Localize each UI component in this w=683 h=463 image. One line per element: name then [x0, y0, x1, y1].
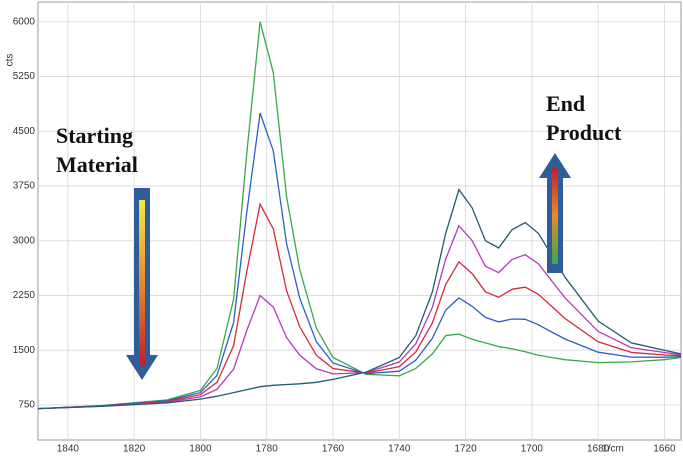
spectrum-line [38, 224, 681, 410]
down-arrow [126, 188, 158, 380]
y-tick-label: 6000 [13, 16, 36, 27]
x-tick-label: 1760 [322, 444, 345, 455]
spectrum-line [38, 112, 681, 410]
y-tick-label: 3000 [13, 235, 36, 246]
x-tick-label: 1800 [189, 444, 212, 455]
y-tick-label: 4500 [13, 126, 36, 137]
y-tick-label: 2250 [13, 290, 36, 301]
y-tick-label: 750 [18, 400, 35, 411]
x-tick-label: 1780 [256, 444, 279, 455]
annotation: End [546, 91, 585, 116]
x-tick-label: 1820 [123, 444, 146, 455]
x-tick-label: 1840 [57, 444, 80, 455]
annotation: Material [56, 152, 138, 177]
y-tick-label: 3750 [13, 181, 36, 192]
x-tick-label: 1720 [454, 444, 477, 455]
x-tick-label: 1680 [587, 444, 610, 455]
x-unit: 1/cm [602, 444, 624, 455]
y-tick-label: 5250 [13, 71, 36, 82]
spectrum-line [38, 21, 681, 410]
y-tick-label: 1500 [13, 345, 36, 356]
x-tick-label: 1740 [388, 444, 411, 455]
up-arrow [539, 153, 571, 273]
x-tick-label: 1660 [653, 444, 676, 455]
y-unit: cts [5, 54, 16, 67]
annotation: Product [546, 120, 622, 145]
spectrum-line [38, 202, 681, 410]
annotation: Starting [56, 123, 133, 148]
x-tick-label: 1700 [521, 444, 544, 455]
